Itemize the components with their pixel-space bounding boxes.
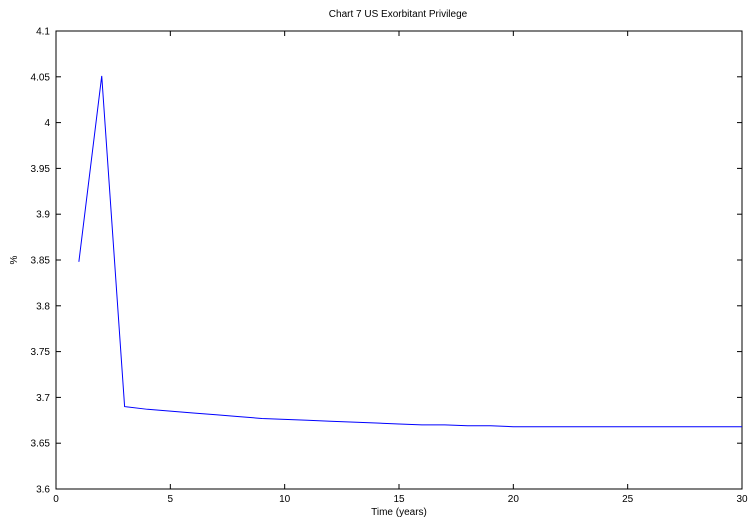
y-tick-label: 3.6 <box>36 485 50 496</box>
x-tick-label: 15 <box>393 494 405 505</box>
x-tick-label: 0 <box>53 494 59 505</box>
y-tick-label: 3.95 <box>31 164 51 175</box>
y-axis-title: % <box>9 255 20 264</box>
series-line <box>78 75 742 428</box>
chart-title: Chart 7 US Exorbitant Privilege <box>329 9 468 20</box>
y-tick-label: 4.05 <box>31 72 51 83</box>
x-tick-label: 25 <box>622 494 634 505</box>
x-tick-label: 10 <box>279 494 291 505</box>
y-tick-label: 3.7 <box>36 393 50 404</box>
y-tick-label: 3.75 <box>31 347 51 358</box>
y-tick-label: 4.1 <box>36 27 50 38</box>
x-tick-label: 30 <box>736 494 748 505</box>
y-tick-label: 3.85 <box>31 256 51 267</box>
x-tick-label: 20 <box>508 494 520 505</box>
y-tick-label: 4 <box>44 118 50 129</box>
y-tick-label: 3.9 <box>36 210 50 221</box>
series-layer <box>78 75 742 428</box>
x-axis-title: Time (years) <box>371 507 427 518</box>
x-tick-label: 5 <box>168 494 174 505</box>
y-tick-label: 3.65 <box>31 439 51 450</box>
y-tick-label: 3.8 <box>36 301 50 312</box>
y-axis: 3.6 3.65 3.7 3.75 3.8 3.85 3.9 3.95 4 4.05 4.1 <box>31 27 742 496</box>
plot-area <box>55 30 743 490</box>
x-axis: 0 5 10 15 20 25 30 <box>53 31 748 505</box>
